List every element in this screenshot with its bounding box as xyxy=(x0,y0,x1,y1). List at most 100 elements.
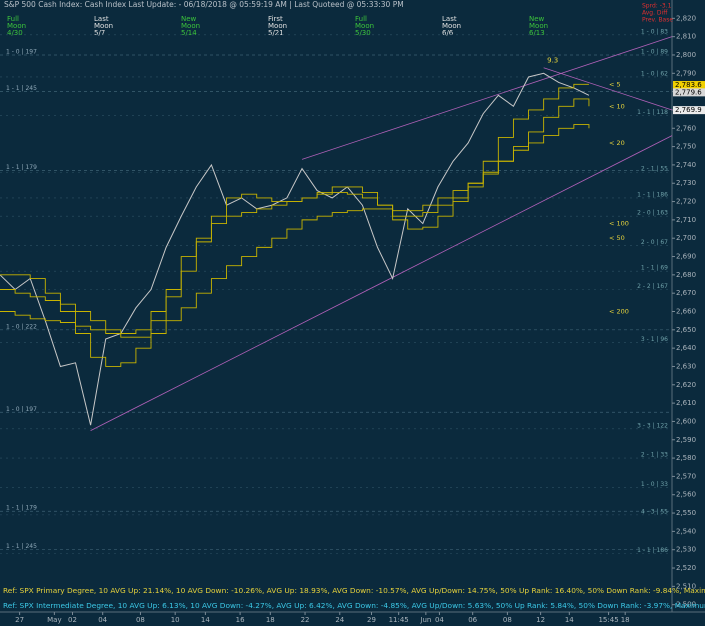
ma-label: < 200 xyxy=(609,308,629,316)
level-label: 1 - 1 | 69 xyxy=(641,265,668,272)
level-label: 1 - 1 | 245 xyxy=(6,85,37,92)
moon-word: Moon xyxy=(181,22,200,30)
x-tick-label: 29 xyxy=(367,616,376,624)
y-tick-label: 2,720 xyxy=(676,198,696,206)
moon-date: 5/30 xyxy=(355,29,371,37)
y-tick-label: 2,710 xyxy=(676,216,696,224)
y-tick-label: 2,540 xyxy=(676,527,696,535)
x-tick-label: Jun xyxy=(419,616,431,624)
y-tick-label: 2,690 xyxy=(676,253,696,261)
moon-word: Moon xyxy=(94,22,113,30)
moon-word: Moon xyxy=(7,22,26,30)
level-label: 3 - 3 | 122 xyxy=(637,422,668,429)
level-label: 2 - 1 | 55 xyxy=(641,166,668,173)
y-tick-label: 2,530 xyxy=(676,546,696,554)
wave-label: 9.3 xyxy=(547,56,558,64)
x-tick-label: 15:45 xyxy=(598,616,618,624)
y-tick-label: 2,660 xyxy=(676,308,696,316)
y-tick-label: 2,610 xyxy=(676,399,696,407)
moon-phase: Full xyxy=(7,15,19,23)
y-tick-label: 2,680 xyxy=(676,271,696,279)
moon-date: 5/14 xyxy=(181,29,197,37)
level-label: 3 - 1 | 96 xyxy=(641,336,668,343)
y-tick-label: 2,810 xyxy=(676,33,696,41)
level-label: 1 - 0 | 89 xyxy=(641,48,668,55)
level-label: 1 - 0 | 83 xyxy=(641,28,668,35)
x-tick-label: 11:45 xyxy=(389,616,409,624)
price-marker-label: 2,779.6 xyxy=(675,88,702,96)
moon-phase: New xyxy=(529,15,545,23)
y-tick-label: 2,800 xyxy=(676,51,696,59)
ma-label: < 20 xyxy=(609,139,625,147)
y-tick-label: 2,500 xyxy=(676,601,696,609)
level-label: 1 - 1 | 118 xyxy=(637,109,668,116)
y-tick-label: 2,700 xyxy=(676,234,696,242)
level-label: 1 - 1 | 186 xyxy=(637,191,668,198)
ma-label: < 5 xyxy=(609,80,621,88)
price-line xyxy=(0,72,590,426)
moving-average xyxy=(0,124,590,338)
level-label: 1 - 0 | 197 xyxy=(6,406,37,413)
trendline xyxy=(301,36,673,160)
x-tick-label: 24 xyxy=(335,616,344,624)
x-tick-label: 08 xyxy=(136,616,145,624)
corner-note: Sprd: -3.1 xyxy=(642,3,672,10)
level-label: 2 - 0 | 67 xyxy=(641,239,668,246)
level-label: 1 - 0 | 62 xyxy=(641,70,668,77)
moon-date: 6/13 xyxy=(529,29,545,37)
y-tick-label: 2,510 xyxy=(676,582,696,590)
x-tick-label: 04 xyxy=(98,616,107,624)
price-marker xyxy=(673,88,705,97)
x-tick-label: 14 xyxy=(565,616,574,624)
moon-phase: Full xyxy=(355,15,367,23)
ma-label: < 10 xyxy=(609,102,625,110)
level-label: 2 - 2 | 167 xyxy=(637,283,668,290)
moon-phase: Last xyxy=(442,15,457,23)
level-label: 1 - 0 | 222 xyxy=(6,323,37,330)
moon-word: Moon xyxy=(529,22,548,30)
y-tick-label: 2,730 xyxy=(676,179,696,187)
moon-date: 4/30 xyxy=(7,29,23,37)
y-tick-label: 2,760 xyxy=(676,124,696,132)
ma-label: < 100 xyxy=(609,220,629,228)
moon-phase: Last xyxy=(94,15,109,23)
level-label: 1 - 0 | 33 xyxy=(641,481,668,488)
moon-phase: First xyxy=(268,15,283,23)
y-tick-label: 2,580 xyxy=(676,454,696,462)
moon-word: Moon xyxy=(355,22,374,30)
x-tick-label: 10 xyxy=(171,616,180,624)
x-tick-label: 04 xyxy=(435,616,444,624)
footer-stat: Ref: SPX Primary Degree, 10 AVG Up: 21.1… xyxy=(3,586,705,595)
chart-title: S&P 500 Cash Index: Cash Index Last Upda… xyxy=(4,0,404,9)
y-tick-label: 2,750 xyxy=(676,143,696,151)
level-label: 1 - 1 | 245 xyxy=(6,543,37,550)
x-tick-label: 14 xyxy=(201,616,210,624)
y-tick-label: 2,740 xyxy=(676,161,696,169)
trendline xyxy=(90,135,673,431)
x-tick-label: 18 xyxy=(621,616,630,624)
x-tick-label: 06 xyxy=(468,616,477,624)
level-label: 4 - 3 | 55 xyxy=(641,508,668,515)
x-tick-label: 12 xyxy=(536,616,545,624)
y-tick-label: 2,820 xyxy=(676,14,696,22)
price-marker xyxy=(673,81,705,90)
y-tick-label: 2,600 xyxy=(676,417,696,425)
ma-label: < 50 xyxy=(609,234,625,242)
trendline xyxy=(543,67,673,111)
level-label: 1 - 1 | 179 xyxy=(6,164,37,171)
x-tick-label: 27 xyxy=(15,616,24,624)
y-tick-label: 2,550 xyxy=(676,509,696,517)
level-label: 2 - 1 | 33 xyxy=(641,452,668,459)
y-tick-label: 2,670 xyxy=(676,289,696,297)
y-tick-label: 2,560 xyxy=(676,491,696,499)
price-marker-label: 2,769.9 xyxy=(675,106,702,114)
y-tick-label: 2,590 xyxy=(676,436,696,444)
level-label: 1 - 1 | 186 xyxy=(637,547,668,554)
y-tick-label: 2,630 xyxy=(676,362,696,370)
y-tick-label: 2,790 xyxy=(676,69,696,77)
x-tick-label: 22 xyxy=(301,616,310,624)
x-tick-label: 02 xyxy=(68,616,77,624)
moon-word: Moon xyxy=(442,22,461,30)
x-tick-label: 08 xyxy=(503,616,512,624)
